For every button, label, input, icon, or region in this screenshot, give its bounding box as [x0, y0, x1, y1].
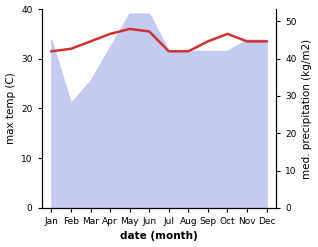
X-axis label: date (month): date (month)	[120, 231, 198, 242]
Y-axis label: med. precipitation (kg/m2): med. precipitation (kg/m2)	[302, 38, 313, 179]
Y-axis label: max temp (C): max temp (C)	[5, 73, 16, 144]
